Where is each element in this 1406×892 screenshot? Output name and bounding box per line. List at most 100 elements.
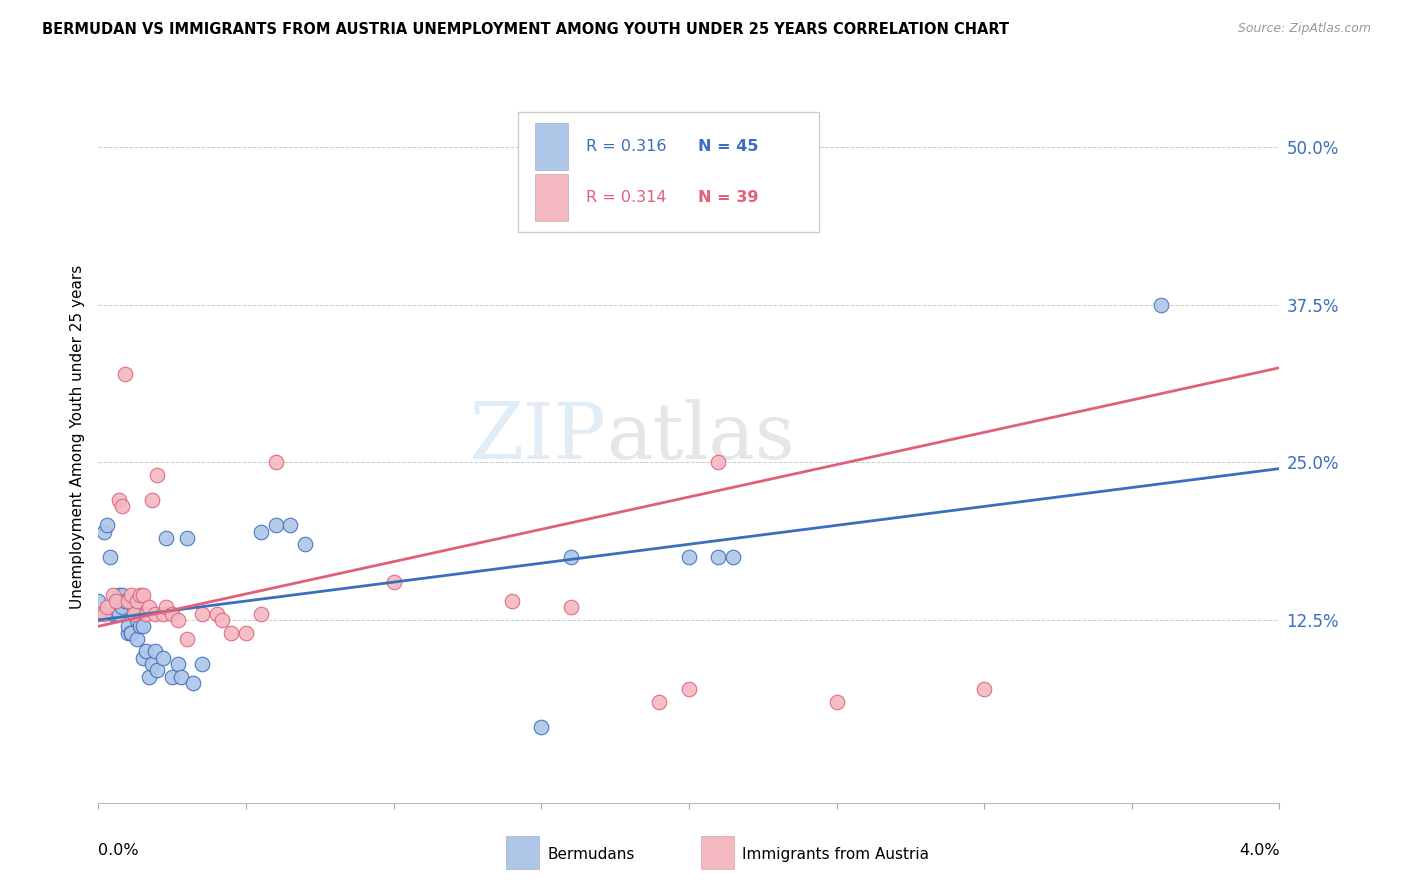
- Point: [141, 657, 163, 671]
- Point: [155, 600, 177, 615]
- Point: [96, 518, 118, 533]
- Point: [1150, 298, 1173, 312]
- Point: [87, 607, 110, 621]
- Point: [146, 664, 169, 678]
- Point: [294, 537, 316, 551]
- Point: [93, 607, 115, 621]
- Point: [125, 632, 148, 646]
- Point: [122, 600, 145, 615]
- Point: [125, 594, 148, 608]
- Point: [120, 625, 142, 640]
- Point: [723, 549, 745, 564]
- Point: [111, 500, 134, 514]
- Point: [211, 613, 233, 627]
- Point: [122, 607, 145, 621]
- Point: [114, 367, 136, 381]
- Text: atlas: atlas: [606, 400, 794, 475]
- Point: [143, 644, 166, 658]
- Point: [125, 613, 148, 627]
- Point: [108, 588, 131, 602]
- Point: [141, 493, 163, 508]
- Point: [120, 625, 142, 640]
- Text: BERMUDAN VS IMMIGRANTS FROM AUSTRIA UNEMPLOYMENT AMONG YOUTH UNDER 25 YEARS CORR: BERMUDAN VS IMMIGRANTS FROM AUSTRIA UNEM…: [42, 22, 1010, 37]
- Point: [138, 670, 160, 684]
- Point: [105, 594, 128, 608]
- Point: [382, 575, 405, 590]
- Point: [191, 657, 214, 671]
- Point: [128, 619, 150, 633]
- Text: 4.0%: 4.0%: [1239, 843, 1279, 858]
- Point: [191, 607, 214, 621]
- Point: [707, 455, 730, 469]
- Point: [96, 600, 118, 615]
- Text: N = 39: N = 39: [699, 190, 759, 205]
- Text: 0.0%: 0.0%: [98, 843, 139, 858]
- Point: [132, 619, 155, 633]
- Point: [560, 549, 582, 564]
- Point: [250, 524, 273, 539]
- FancyBboxPatch shape: [517, 112, 818, 232]
- Point: [825, 695, 848, 709]
- Point: [162, 670, 183, 684]
- Point: [132, 588, 155, 602]
- Point: [93, 524, 115, 539]
- Point: [128, 588, 150, 602]
- Point: [117, 619, 139, 633]
- Point: [152, 650, 174, 665]
- Point: [264, 518, 287, 533]
- Point: [560, 600, 582, 615]
- Point: [108, 607, 131, 621]
- Point: [176, 632, 198, 646]
- Point: [87, 594, 110, 608]
- Text: Source: ZipAtlas.com: Source: ZipAtlas.com: [1237, 22, 1371, 36]
- Point: [181, 676, 204, 690]
- Point: [678, 682, 700, 697]
- Point: [146, 467, 169, 482]
- Point: [135, 607, 157, 621]
- Point: [111, 588, 134, 602]
- Point: [132, 650, 155, 665]
- Point: [103, 607, 125, 621]
- Point: [117, 625, 139, 640]
- Bar: [536, 122, 568, 170]
- Point: [707, 549, 730, 564]
- Text: R = 0.316: R = 0.316: [586, 139, 666, 153]
- Point: [221, 625, 243, 640]
- Text: ZIP: ZIP: [470, 400, 606, 475]
- Point: [135, 644, 157, 658]
- Point: [176, 531, 198, 545]
- Point: [152, 607, 174, 621]
- Point: [120, 588, 142, 602]
- Point: [170, 670, 193, 684]
- Point: [648, 695, 671, 709]
- Point: [167, 657, 190, 671]
- Point: [162, 607, 183, 621]
- Text: Bermudans: Bermudans: [547, 847, 634, 862]
- Bar: [506, 836, 538, 869]
- Point: [105, 607, 128, 621]
- Point: [103, 588, 125, 602]
- Point: [167, 613, 190, 627]
- Text: R = 0.314: R = 0.314: [586, 190, 666, 205]
- Point: [108, 493, 131, 508]
- Point: [111, 600, 134, 615]
- Point: [280, 518, 302, 533]
- Point: [530, 720, 553, 734]
- Point: [155, 531, 177, 545]
- Text: Immigrants from Austria: Immigrants from Austria: [742, 847, 929, 862]
- Bar: [536, 174, 568, 221]
- Point: [264, 455, 287, 469]
- Y-axis label: Unemployment Among Youth under 25 years: Unemployment Among Youth under 25 years: [69, 265, 84, 609]
- Point: [250, 607, 273, 621]
- Point: [678, 549, 700, 564]
- Bar: [700, 836, 734, 869]
- Point: [117, 594, 139, 608]
- Point: [205, 607, 228, 621]
- Point: [114, 594, 136, 608]
- Point: [973, 682, 995, 697]
- Text: N = 45: N = 45: [699, 139, 759, 153]
- Point: [98, 549, 121, 564]
- Point: [122, 607, 145, 621]
- Point: [143, 607, 166, 621]
- Point: [501, 594, 523, 608]
